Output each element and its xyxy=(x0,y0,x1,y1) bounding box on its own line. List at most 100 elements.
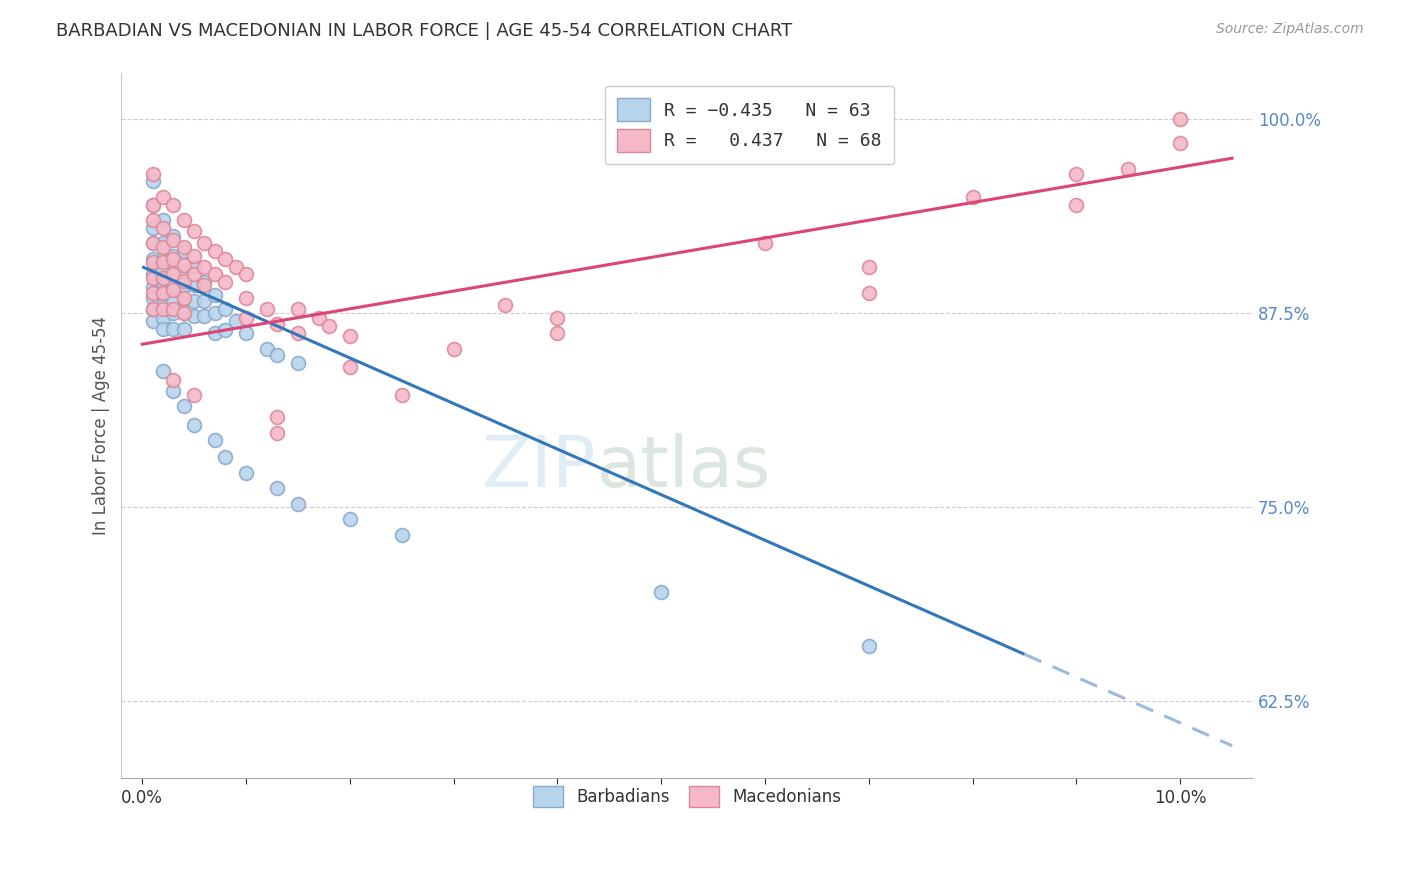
Point xyxy=(152,236,174,251)
Point xyxy=(204,306,226,320)
Point xyxy=(183,310,205,324)
Point xyxy=(546,326,568,341)
Point xyxy=(183,388,205,402)
Point xyxy=(962,190,984,204)
Point xyxy=(173,399,195,413)
Point xyxy=(162,252,184,266)
Point xyxy=(339,360,361,375)
Point xyxy=(162,228,184,243)
Point xyxy=(142,198,165,212)
Point xyxy=(214,252,236,266)
Point xyxy=(152,310,174,325)
Point xyxy=(183,249,205,263)
Point xyxy=(546,310,568,325)
Point xyxy=(650,802,672,816)
Point xyxy=(235,310,257,325)
Text: BARBADIAN VS MACEDONIAN IN LABOR FORCE | AGE 45-54 CORRELATION CHART: BARBADIAN VS MACEDONIAN IN LABOR FORCE |… xyxy=(56,22,793,40)
Point xyxy=(152,287,174,301)
Point xyxy=(193,310,215,324)
Point xyxy=(162,322,184,336)
Point xyxy=(162,293,184,308)
Point xyxy=(256,301,278,316)
Point xyxy=(152,213,174,227)
Point xyxy=(142,221,165,235)
Point xyxy=(173,293,195,307)
Point xyxy=(162,268,184,282)
Point xyxy=(152,298,174,312)
Point xyxy=(391,528,413,542)
Point xyxy=(193,278,215,293)
Point xyxy=(152,322,174,336)
Point xyxy=(152,270,174,285)
Point xyxy=(256,342,278,356)
Point xyxy=(308,310,330,325)
Point xyxy=(204,287,226,301)
Point xyxy=(204,244,226,259)
Point xyxy=(142,236,165,251)
Point xyxy=(183,268,205,282)
Legend: Barbadians, Macedonians: Barbadians, Macedonians xyxy=(524,778,851,816)
Point xyxy=(193,260,215,274)
Point xyxy=(858,260,880,274)
Point xyxy=(266,410,288,425)
Point xyxy=(266,482,288,496)
Point xyxy=(152,286,174,301)
Point xyxy=(173,264,195,278)
Point xyxy=(152,301,174,316)
Point xyxy=(1168,136,1191,150)
Point xyxy=(142,286,165,301)
Point xyxy=(162,373,184,387)
Point xyxy=(152,239,174,253)
Point xyxy=(173,291,195,305)
Point xyxy=(1116,162,1139,177)
Point xyxy=(142,301,165,316)
Point xyxy=(266,425,288,440)
Point xyxy=(235,291,257,305)
Point xyxy=(162,280,184,294)
Point xyxy=(266,348,288,362)
Point xyxy=(162,249,184,263)
Point xyxy=(142,280,165,294)
Point xyxy=(214,323,236,337)
Point xyxy=(650,585,672,599)
Point xyxy=(142,255,165,269)
Point xyxy=(183,278,205,293)
Point xyxy=(204,434,226,448)
Text: Source: ZipAtlas.com: Source: ZipAtlas.com xyxy=(1216,22,1364,37)
Point xyxy=(142,301,165,316)
Point xyxy=(173,244,195,259)
Point xyxy=(287,356,309,370)
Point xyxy=(173,239,195,253)
Point xyxy=(183,224,205,238)
Point xyxy=(162,306,184,320)
Point xyxy=(142,268,165,282)
Point xyxy=(318,318,340,333)
Point xyxy=(754,236,776,251)
Point xyxy=(1168,112,1191,127)
Point xyxy=(173,306,195,320)
Point xyxy=(495,298,517,312)
Point xyxy=(152,363,174,377)
Point xyxy=(152,264,174,278)
Point xyxy=(142,236,165,251)
Point xyxy=(162,233,184,247)
Text: ZIP: ZIP xyxy=(482,434,596,502)
Point xyxy=(183,417,205,432)
Point xyxy=(173,278,195,293)
Point xyxy=(183,260,205,274)
Point xyxy=(225,260,247,274)
Point xyxy=(858,286,880,301)
Point xyxy=(225,314,247,328)
Point xyxy=(287,326,309,341)
Point xyxy=(173,258,195,272)
Point xyxy=(142,174,165,188)
Point xyxy=(193,236,215,251)
Point xyxy=(214,275,236,289)
Point xyxy=(152,255,174,269)
Point xyxy=(204,268,226,282)
Point xyxy=(235,466,257,480)
Point xyxy=(142,167,165,181)
Point xyxy=(142,291,165,305)
Point xyxy=(1066,167,1088,181)
Point xyxy=(152,190,174,204)
